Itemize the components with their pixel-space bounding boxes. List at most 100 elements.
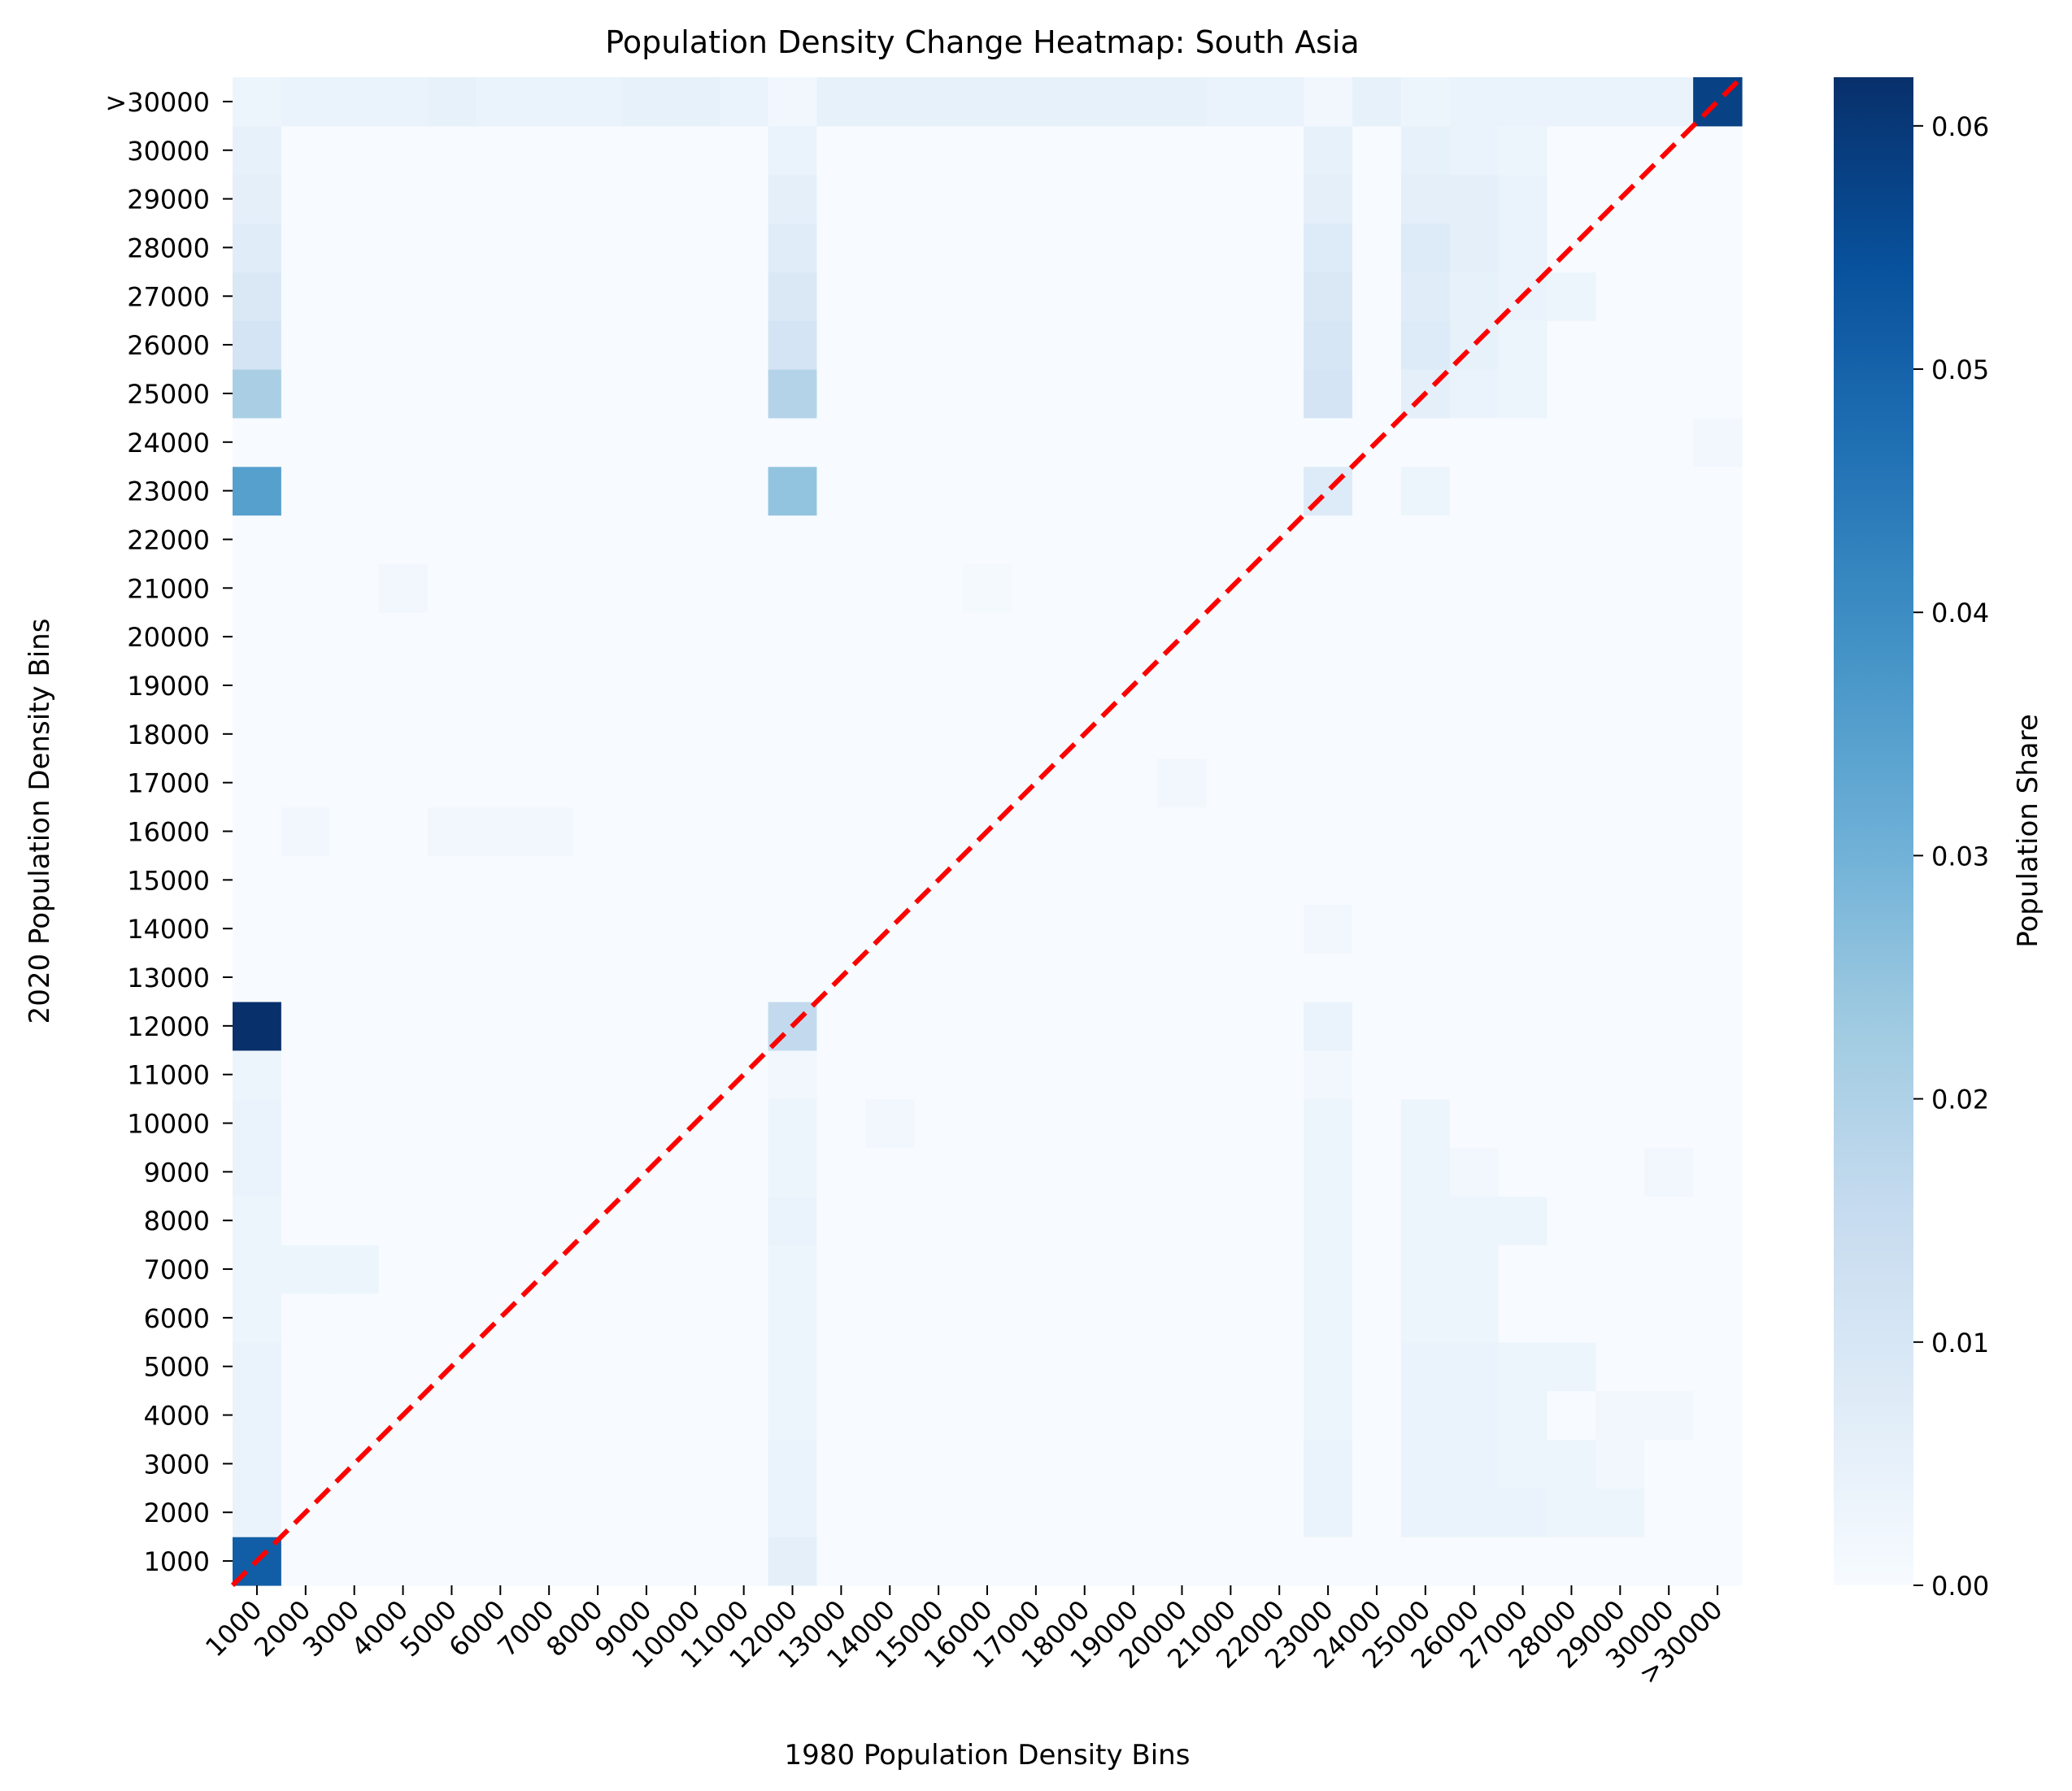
- heatmap-cell: [427, 1245, 477, 1294]
- heatmap-cell: [1157, 466, 1208, 516]
- heatmap-cell: [1693, 1439, 1743, 1489]
- heatmap-cell: [1693, 1390, 1743, 1441]
- heatmap-cell: [768, 272, 818, 321]
- heatmap-cell: [670, 953, 720, 1002]
- heatmap-cell: [1304, 904, 1353, 954]
- heatmap-cell: [525, 806, 574, 857]
- heatmap-cell: [233, 466, 282, 516]
- heatmap-cell: [768, 1098, 818, 1149]
- heatmap-cell: [427, 1439, 477, 1489]
- heatmap-cell: [670, 612, 720, 662]
- heatmap-cell: [1644, 758, 1694, 808]
- heatmap-cell: [1011, 1196, 1061, 1245]
- heatmap-cell: [281, 515, 331, 564]
- y-tick-label: 4000: [144, 1401, 210, 1432]
- heatmap-cell: [329, 855, 380, 905]
- heatmap-cell: [816, 855, 866, 905]
- heatmap-cell: [963, 1245, 1012, 1294]
- heatmap-cell: [1644, 369, 1694, 419]
- heatmap-cell: [1108, 1293, 1159, 1343]
- heatmap-cell: [427, 806, 477, 857]
- heatmap-cell: [378, 174, 429, 224]
- heatmap-cell: [281, 855, 331, 905]
- heatmap-cell: [329, 515, 380, 564]
- heatmap-cell: [1498, 709, 1548, 759]
- heatmap-cell: [865, 1147, 915, 1197]
- heatmap-cell: [427, 223, 477, 272]
- heatmap-cell: [1157, 515, 1208, 564]
- heatmap-cell: [1400, 1341, 1451, 1392]
- heatmap-cell: [1644, 806, 1694, 857]
- heatmap-cell: [476, 466, 525, 516]
- heatmap-cell: [1011, 806, 1061, 857]
- heatmap-cell: [1060, 125, 1110, 176]
- heatmap-cell: [1595, 806, 1645, 857]
- heatmap-cell: [427, 417, 477, 467]
- heatmap-cell: [1011, 1439, 1061, 1489]
- heatmap-cell: [1108, 1390, 1159, 1441]
- heatmap-cell: [1255, 1537, 1304, 1586]
- heatmap-cell: [768, 758, 818, 808]
- heatmap-cell: [621, 125, 672, 176]
- heatmap-cell: [329, 758, 380, 808]
- heatmap-cell: [1449, 612, 1500, 662]
- heatmap-cell: [768, 953, 818, 1002]
- heatmap-cell: [573, 1537, 623, 1586]
- heatmap-cell: [329, 1098, 380, 1149]
- heatmap-cell: [233, 1439, 282, 1489]
- heatmap-cell: [1206, 855, 1256, 905]
- heatmap-cell: [233, 1098, 282, 1149]
- y-tick-label: 13000: [127, 963, 210, 993]
- heatmap-cell: [1595, 1537, 1645, 1586]
- heatmap-cell: [378, 272, 429, 321]
- heatmap-cell: [963, 515, 1012, 564]
- heatmap-cell: [1206, 272, 1256, 321]
- heatmap-cell: [329, 904, 380, 954]
- heatmap-cell: [1352, 953, 1402, 1002]
- heatmap-cell: [1449, 125, 1500, 176]
- y-tick-label: 22000: [127, 524, 210, 555]
- heatmap-cell: [1547, 174, 1596, 224]
- heatmap-cell: [719, 1001, 769, 1051]
- heatmap-cell: [233, 1147, 282, 1197]
- heatmap-cell: [768, 1196, 818, 1245]
- heatmap-cell: [914, 709, 964, 759]
- heatmap-cell: [378, 1293, 429, 1343]
- heatmap-cell: [1011, 1390, 1061, 1441]
- heatmap-cell: [963, 417, 1012, 467]
- heatmap-cell: [1352, 1293, 1402, 1343]
- heatmap-cell: [525, 466, 574, 516]
- heatmap-cell: [865, 1050, 915, 1100]
- heatmap-cell: [1400, 174, 1451, 224]
- heatmap-cell: [621, 320, 672, 370]
- heatmap-cell: [573, 1341, 623, 1392]
- heatmap-cell: [1108, 417, 1159, 467]
- heatmap-cell: [816, 515, 866, 564]
- heatmap-cell: [1547, 1293, 1596, 1343]
- heatmap-cell: [1595, 709, 1645, 759]
- heatmap-cell: [865, 466, 915, 516]
- heatmap-cell: [1011, 272, 1061, 321]
- heatmap-cell: [1498, 904, 1548, 954]
- heatmap-cell: [1011, 1341, 1061, 1392]
- heatmap-cell: [1449, 1390, 1500, 1441]
- heatmap-cell: [963, 272, 1012, 321]
- heatmap-cell: [1255, 563, 1304, 613]
- heatmap-cell: [1352, 709, 1402, 759]
- heatmap-cell: [1693, 758, 1743, 808]
- heatmap-cell: [670, 1147, 720, 1197]
- heatmap-cell: [621, 466, 672, 516]
- heatmap-cell: [865, 806, 915, 857]
- heatmap-cell: [1011, 320, 1061, 370]
- heatmap-cell: [1400, 612, 1451, 662]
- heatmap-cell: [914, 563, 964, 613]
- heatmap-cell: [1157, 661, 1208, 711]
- heatmap-cell: [719, 612, 769, 662]
- heatmap-cell: [1304, 1245, 1353, 1294]
- heatmap-cell: [1011, 369, 1061, 419]
- heatmap-cell: [768, 125, 818, 176]
- heatmap-cell: [865, 1488, 915, 1537]
- colorbar-tick-label: 0.05: [1931, 354, 1989, 385]
- heatmap-cell: [233, 661, 282, 711]
- heatmap-cell: [1400, 953, 1451, 1002]
